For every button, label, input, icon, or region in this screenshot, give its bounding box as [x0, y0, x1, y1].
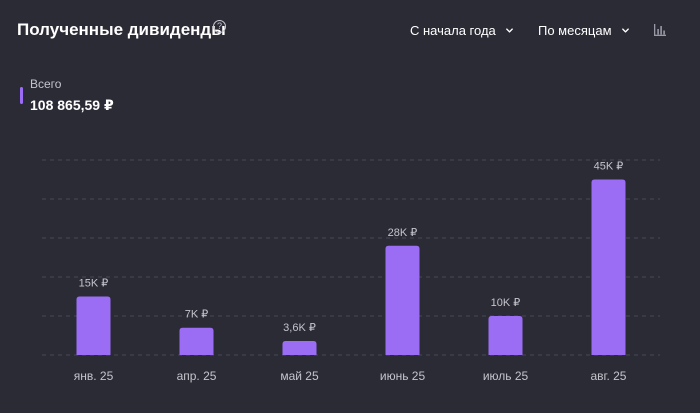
x-tick-label: май 25	[280, 369, 319, 383]
widget-title: Полученные дивиденды	[17, 20, 226, 39]
bar-data-label: 45K ₽	[594, 161, 624, 173]
bar-data-label: 28K ₽	[388, 227, 418, 239]
period-dropdown-label: С начала года	[410, 23, 496, 38]
bar-1[interactable]	[179, 327, 214, 355]
x-tick-label: апр. 25	[177, 369, 217, 383]
grouping-dropdown-label: По месяцам	[538, 23, 612, 38]
bar-data-label: 7K ₽	[185, 309, 209, 321]
bar-0[interactable]	[76, 296, 111, 356]
bar-2[interactable]	[282, 340, 317, 355]
bar-chart-icon[interactable]	[653, 23, 667, 37]
bar-data-label: 10K ₽	[491, 297, 521, 309]
bar-data-label: 15K ₽	[79, 278, 109, 290]
x-tick-label: авг. 25	[591, 369, 627, 383]
bar-data-label: 3,6K ₽	[283, 322, 316, 334]
total-label: Всего	[30, 77, 62, 91]
total-legend-marker	[20, 87, 23, 104]
x-tick-label: июнь 25	[380, 369, 426, 383]
bar-5[interactable]	[591, 179, 626, 356]
period-dropdown[interactable]: С начала года	[410, 23, 514, 38]
chevron-down-icon	[621, 28, 629, 33]
total-value: 108 865,59 ₽	[30, 97, 114, 113]
bar-4[interactable]	[488, 316, 523, 355]
x-tick-label: июль 25	[483, 369, 529, 383]
bar-3[interactable]	[385, 245, 420, 355]
grouping-dropdown[interactable]: По месяцам	[538, 23, 630, 38]
widget-header: Полученные дивиденды ? С начала года По …	[17, 18, 672, 48]
chevron-down-icon	[505, 28, 513, 33]
question-circle-icon[interactable]: ?	[213, 20, 226, 33]
x-tick-label: янв. 25	[74, 369, 114, 383]
